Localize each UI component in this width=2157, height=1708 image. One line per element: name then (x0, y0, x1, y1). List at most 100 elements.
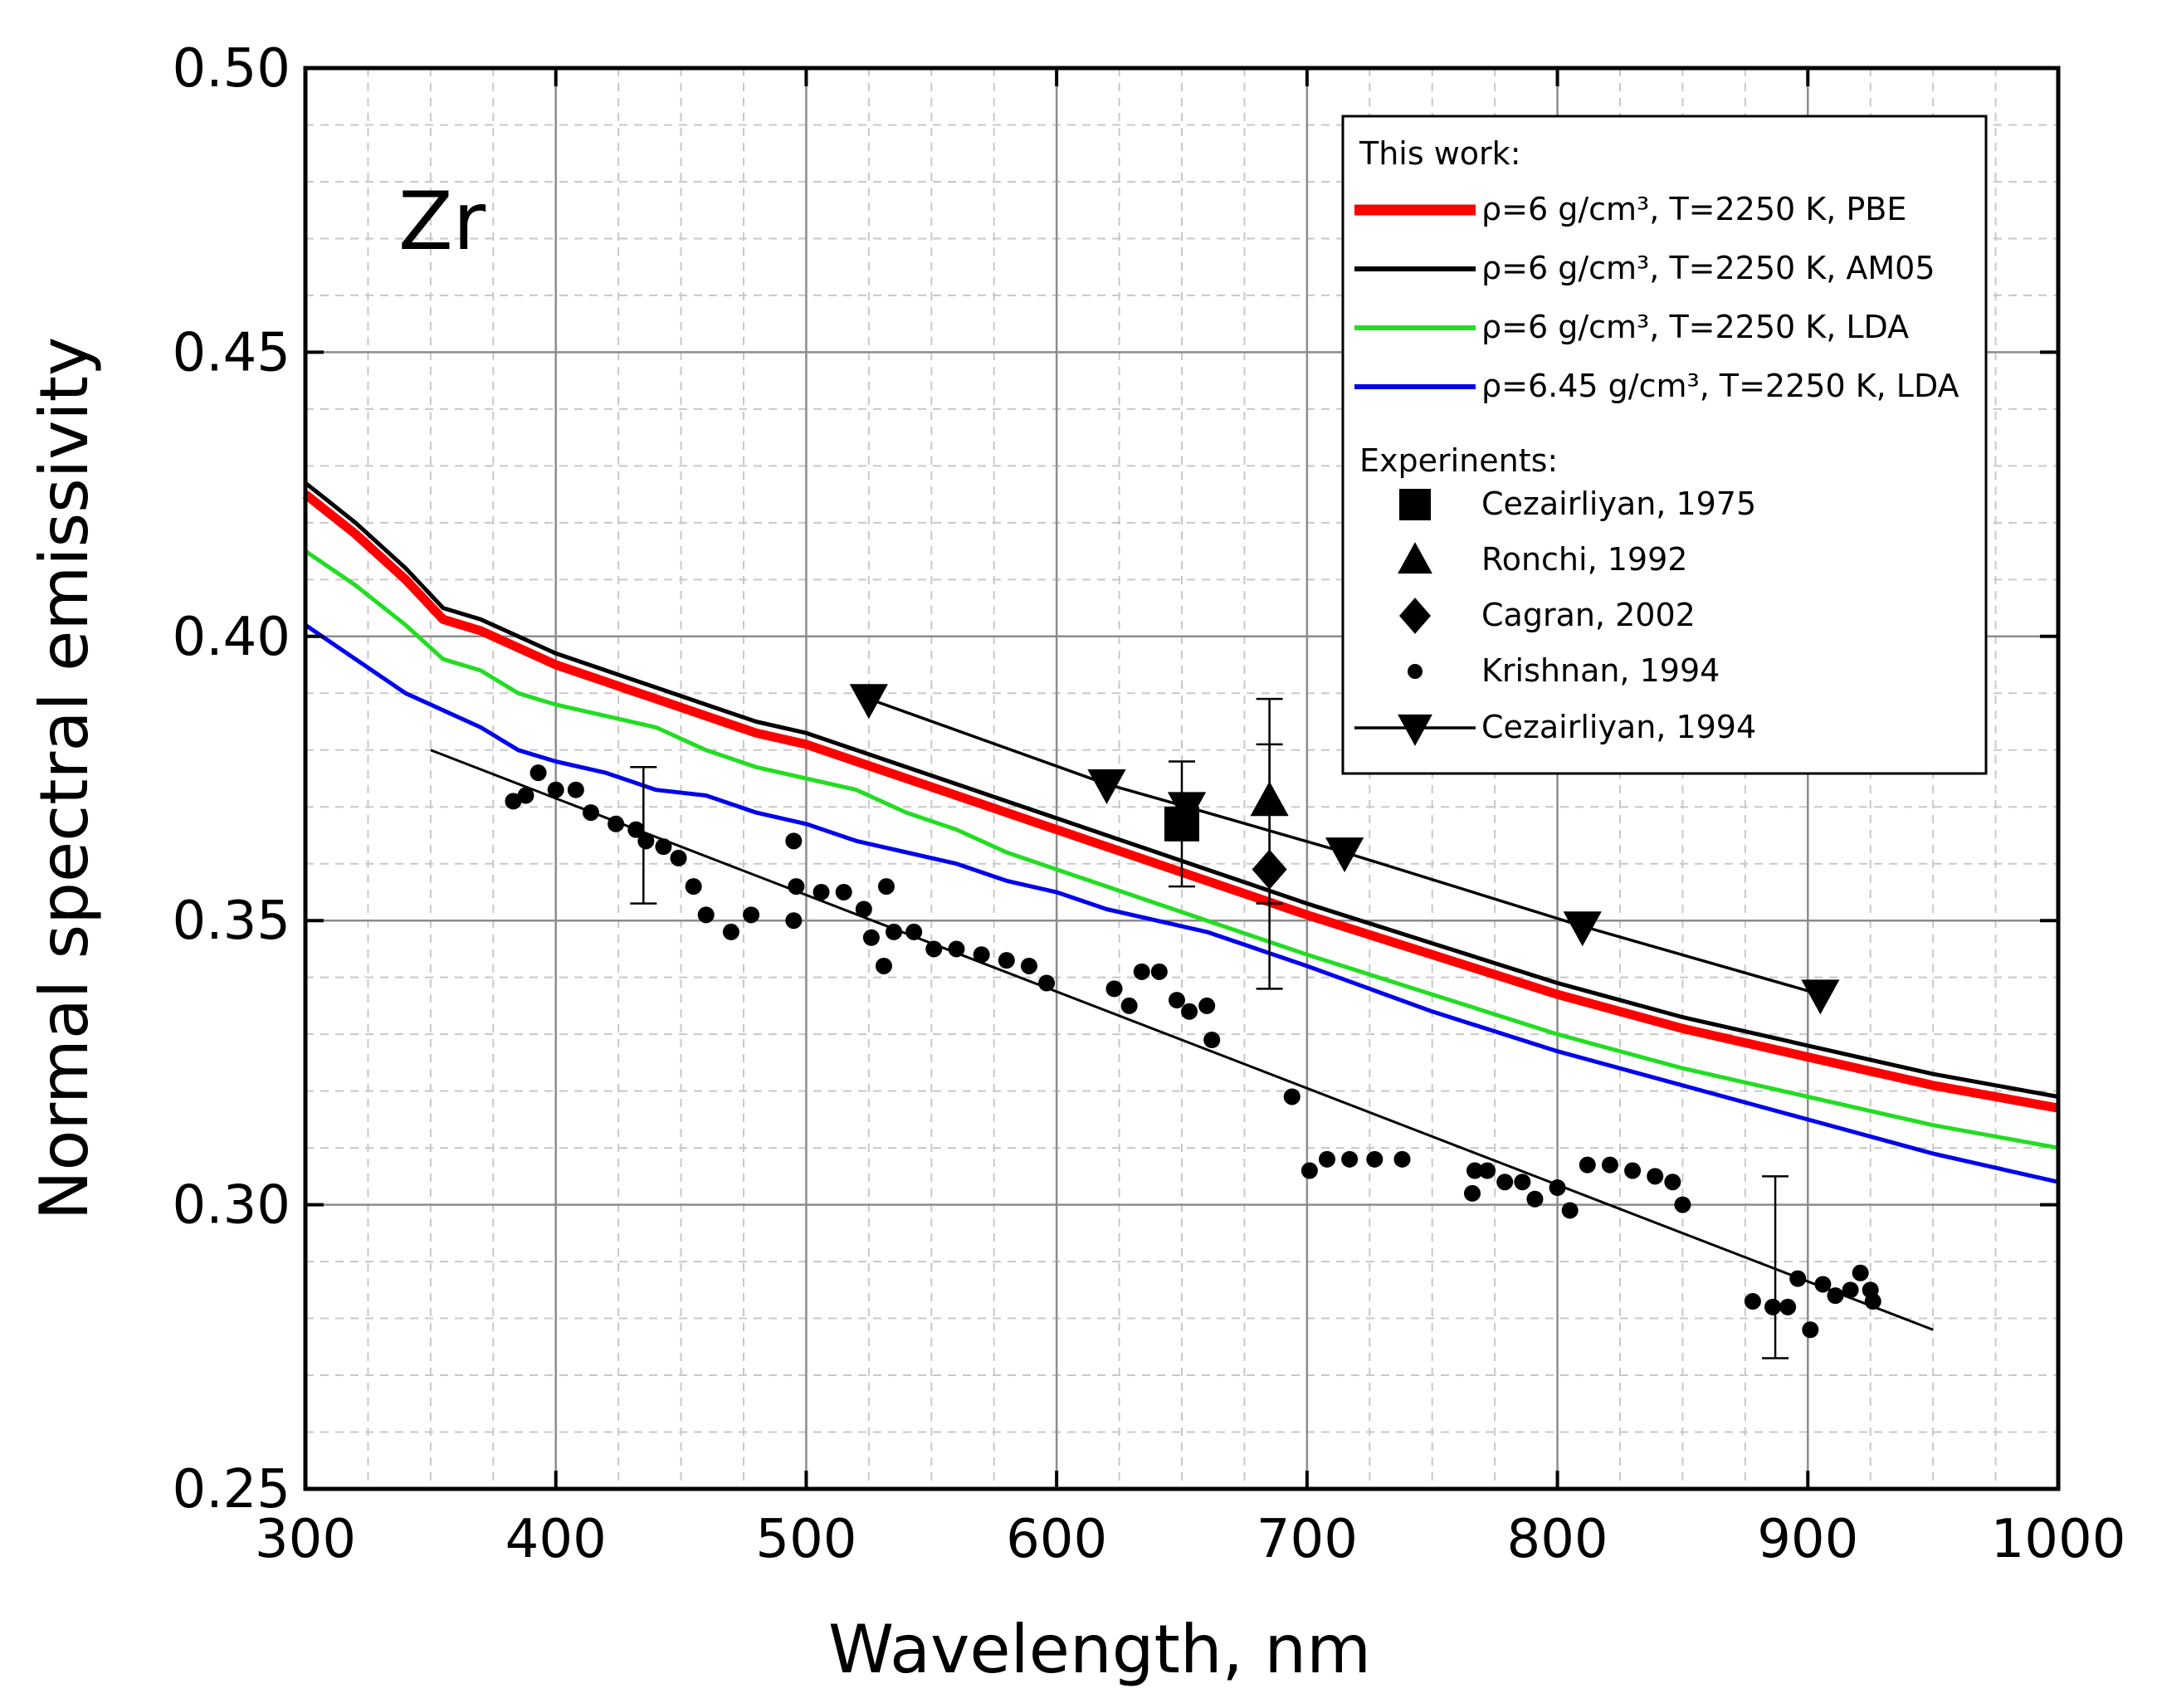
data-point (948, 940, 965, 958)
data-point (1167, 792, 1207, 827)
series-6-g-cm-t-2250-k-am05 (304, 481, 2059, 1099)
y-tick-label: 0.35 (173, 891, 291, 952)
data-point (1466, 1162, 1484, 1179)
data-point (849, 684, 888, 720)
data-point (582, 804, 599, 822)
x-tick-label: 900 (1757, 1509, 1858, 1570)
series-6-g-cm-t-2250-k-lda (304, 549, 2059, 1150)
data-point (1563, 911, 1602, 947)
data-point (1341, 1150, 1359, 1168)
x-tick-label: 800 (1506, 1509, 1608, 1570)
legend-swatch-marker (1398, 714, 1432, 746)
data-point (1479, 1162, 1496, 1179)
data-point (1105, 980, 1123, 998)
data-point (670, 849, 687, 866)
legend-item-cezairliyan-1975: Cezairliyan, 1975 (1399, 486, 1756, 522)
data-point (1038, 974, 1056, 992)
data-point (1181, 1003, 1198, 1020)
data-point (722, 923, 739, 940)
series-cagran-2002 (1252, 743, 1287, 990)
axis-ticks: 300 400 500 600 700 800 900 1000 0.25 0.30 0.35 0.4… (173, 38, 2126, 1570)
data-point (697, 906, 715, 924)
x-tick-label: 400 (505, 1509, 607, 1570)
data-point (1549, 1179, 1566, 1197)
data-point (1864, 1293, 1881, 1310)
data-point (1198, 997, 1216, 1014)
data-point (1318, 1150, 1335, 1168)
series-line (304, 549, 2059, 1150)
data-point (1463, 1184, 1481, 1202)
series-line (302, 490, 2059, 1113)
x-axis-title: Wavelength, nm (828, 1611, 1371, 1688)
data-point (1087, 769, 1126, 804)
data-point (788, 878, 805, 895)
y-axis-title: Normal spectral emissivity (26, 337, 103, 1221)
legend: This work: Experinents: ρ=6 g/cm³, T=225… (1341, 115, 1988, 775)
data-point (1496, 1174, 1514, 1191)
y-tick-label: 0.30 (173, 1175, 291, 1237)
data-point (1366, 1150, 1384, 1168)
y-tick-label: 0.25 (173, 1459, 291, 1520)
data-point (1744, 1293, 1761, 1310)
series-krishnan-1994 (430, 749, 1934, 1359)
legend-item-krishnan-1994: Krishnan, 1994 (1408, 652, 1720, 689)
data-point (973, 946, 990, 964)
data-point (743, 906, 760, 924)
series-layer (302, 481, 2059, 1359)
data-point (1664, 1174, 1681, 1191)
data-point (547, 781, 564, 798)
data-point (813, 883, 830, 900)
y-tick-label: 0.45 (173, 322, 291, 383)
data-point (529, 764, 547, 782)
legend-label: ρ=6 g/cm³, T=2250 K, PBE (1481, 191, 1906, 227)
series-6-g-cm-t-2250-k-pbe (302, 490, 2059, 1113)
data-point (1203, 1032, 1221, 1049)
y-tick-label: 0.40 (173, 607, 291, 668)
data-point (1601, 1156, 1618, 1174)
data-point (1827, 1287, 1844, 1305)
data-point (1283, 1088, 1301, 1105)
series-line (304, 623, 2059, 1184)
series-line (304, 481, 2059, 1099)
legend-item-6-g-cm-t-2250-k-pbe: ρ=6 g/cm³, T=2250 K, PBE (1354, 191, 1906, 227)
data-point (886, 923, 903, 940)
x-tick-label: 500 (755, 1509, 856, 1570)
legend-heading-experiment: Experinents: (1359, 442, 1558, 479)
data-point (1150, 963, 1168, 980)
data-point (1561, 1202, 1579, 1219)
data-point (1120, 997, 1138, 1014)
data-point (1802, 1321, 1819, 1339)
legend-swatch-marker (1408, 664, 1423, 679)
x-tick-label: 300 (255, 1509, 356, 1570)
legend-item-cezairliyan-1994: Cezairliyan, 1994 (1354, 709, 1756, 746)
legend-item-cagran-2002: Cagran, 2002 (1399, 597, 1696, 634)
legend-label: ρ=6 g/cm³, T=2250 K, AM05 (1481, 250, 1935, 286)
legend-label: Cezairliyan, 1994 (1481, 709, 1756, 745)
data-point (1579, 1156, 1596, 1174)
legend-label: ρ=6.45 g/cm³, T=2250 K, LDA (1481, 368, 1959, 404)
legend-label: Cagran, 2002 (1481, 597, 1696, 633)
data-point (1647, 1168, 1664, 1185)
legend-item-6-g-cm-t-2250-k-am05: ρ=6 g/cm³, T=2250 K, AM05 (1354, 250, 1935, 286)
data-point (905, 923, 923, 940)
data-point (998, 952, 1015, 969)
legend-label: Cezairliyan, 1975 (1481, 486, 1756, 522)
legend-box (1341, 115, 1988, 775)
data-point (517, 787, 534, 804)
data-point (1393, 1150, 1411, 1168)
x-tick-label: 1000 (1991, 1509, 2126, 1570)
legend-label: Krishnan, 1994 (1481, 652, 1720, 689)
plot-frame (303, 66, 2061, 1491)
data-point (637, 832, 655, 850)
data-point (835, 883, 852, 900)
x-tick-label: 600 (1006, 1509, 1107, 1570)
series-6-45-g-cm-t-2250-k-lda (304, 623, 2059, 1184)
data-point (1252, 849, 1287, 890)
legend-heading-theory: This work: (1359, 135, 1521, 172)
legend-label: ρ=6 g/cm³, T=2250 K, LDA (1481, 309, 1909, 345)
data-point (1801, 979, 1840, 1015)
data-point (608, 815, 625, 832)
data-point (925, 940, 943, 958)
data-point (1020, 957, 1037, 974)
